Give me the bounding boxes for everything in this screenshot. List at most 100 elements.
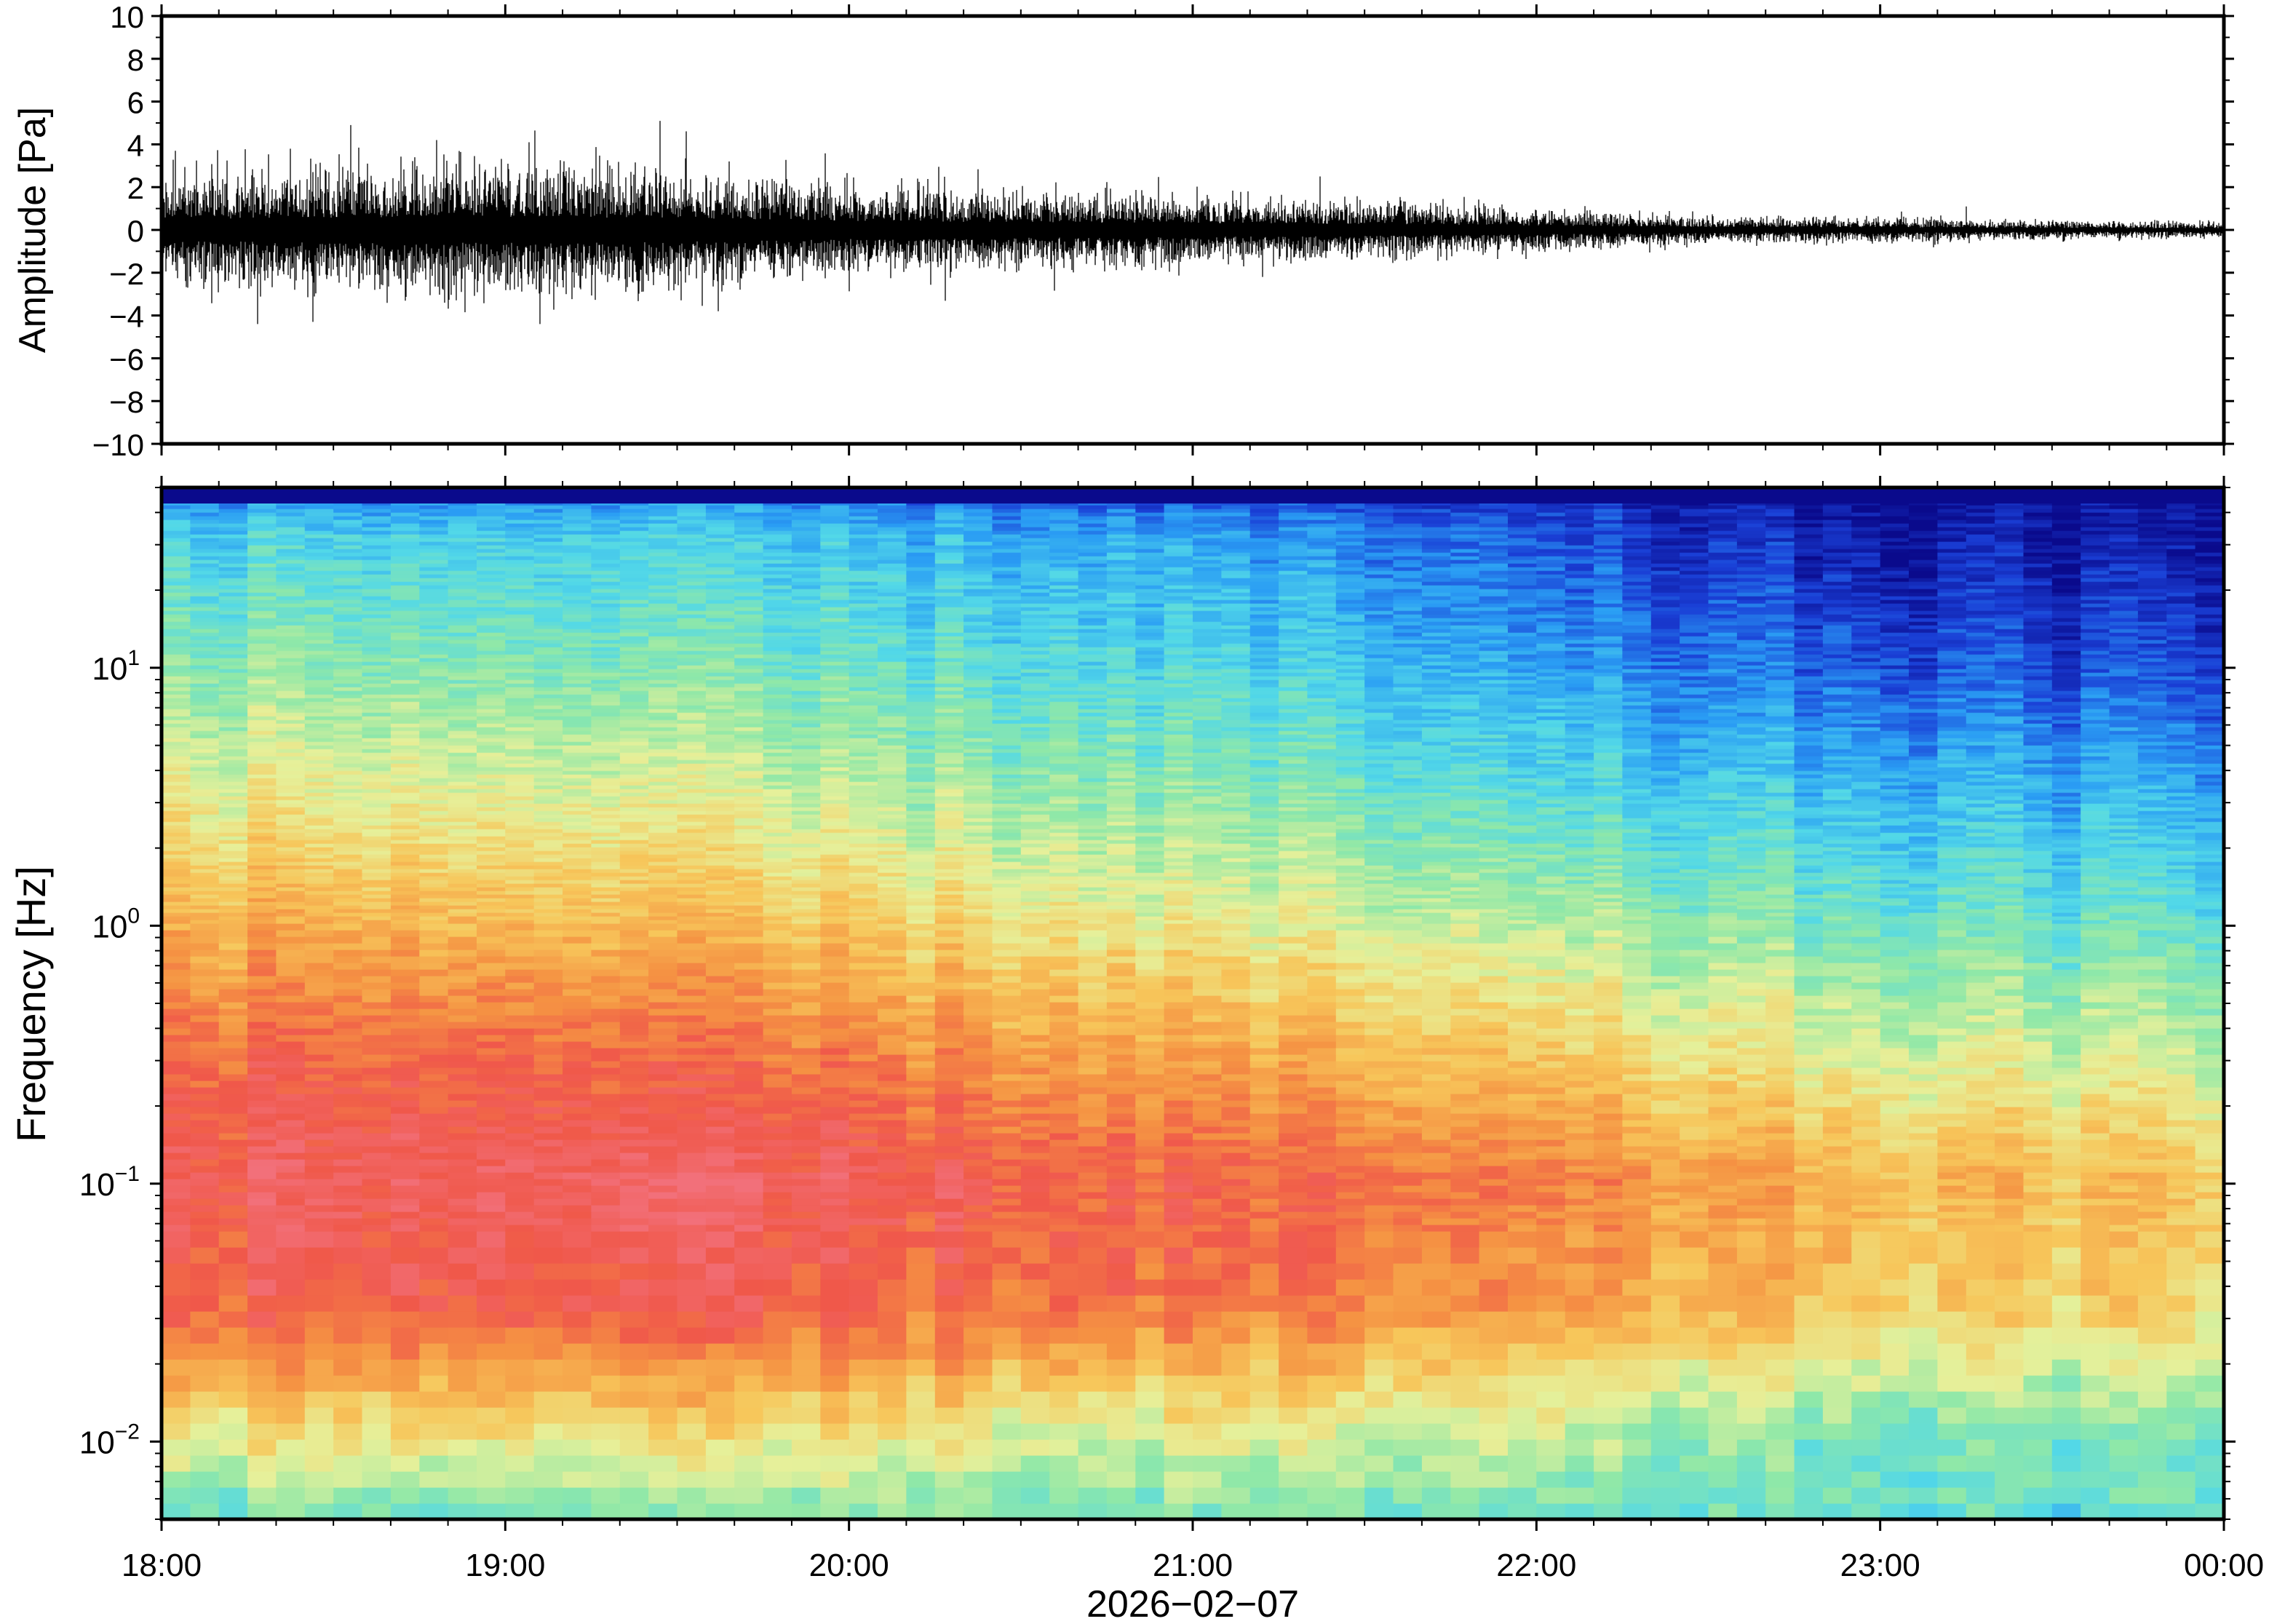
spectrogram-cell [763, 1054, 792, 1062]
spectrogram-cell [849, 1198, 878, 1206]
spectrogram-cell [276, 1359, 306, 1376]
spectrogram-cell [505, 1100, 535, 1107]
spectrogram-cell [820, 887, 850, 891]
spectrogram-cell [533, 523, 563, 528]
spectrogram-cell [390, 661, 420, 666]
spectrogram-cell [648, 570, 678, 575]
spectrogram-cell [304, 1172, 334, 1179]
spectrogram-cell [763, 545, 792, 549]
spectrogram-cell [218, 880, 248, 884]
spectrogram-cell [734, 1439, 764, 1456]
spectrogram-cell [505, 552, 535, 557]
spectrogram-cell [878, 578, 907, 582]
spectrogram-cell [849, 976, 878, 983]
spectrogram-cell [705, 1407, 735, 1424]
spectrogram-cell [247, 861, 277, 866]
spectrogram-cell [563, 1185, 592, 1193]
spectrogram-cell [304, 1471, 334, 1488]
spectrogram-cell [419, 560, 449, 564]
spectrogram-cell [648, 1159, 678, 1166]
spectrogram-cell [390, 552, 420, 557]
spectrogram-cell [677, 920, 707, 924]
spectrogram-cell [677, 541, 707, 546]
spectrogram-cell [648, 930, 678, 937]
spectrogram-cell [190, 778, 220, 782]
spectrogram-cell [362, 647, 392, 651]
spectrogram-cell [533, 509, 563, 513]
spectrogram-cell [677, 1359, 707, 1376]
spectrogram-cell [218, 745, 248, 749]
spectrogram-cell [505, 516, 535, 520]
spectrogram-cell [705, 1471, 735, 1488]
spectrogram-cell [333, 950, 363, 957]
spectrogram-cell [591, 1391, 621, 1408]
spectrogram-cell [563, 989, 592, 996]
spectrogram-cell [304, 861, 334, 866]
spectrogram-cell [362, 741, 392, 746]
spectrogram-cell [705, 1028, 735, 1035]
spectrogram-cell [791, 1455, 821, 1472]
spectrogram-cell [419, 976, 449, 983]
spectrogram-cell [218, 687, 248, 691]
spectrogram-cell [763, 694, 792, 698]
spectrogram-cell [820, 1375, 850, 1392]
spectrogram-cell [276, 1094, 306, 1101]
spectrogram-cell [218, 1172, 248, 1179]
spectrogram-cell [162, 581, 191, 586]
spectrogram-cell [619, 1028, 649, 1035]
spectrogram-cell [448, 1295, 477, 1312]
spectrogram-cell [419, 872, 449, 877]
spectrogram-cell [162, 618, 191, 622]
spectrogram-cell [190, 976, 220, 983]
spectrogram-cell [218, 1113, 248, 1121]
spectrogram-cell [448, 596, 477, 600]
spectrogram-cell [533, 516, 563, 520]
spectrogram-cell [677, 578, 707, 582]
spectrogram-cell [591, 916, 621, 920]
spectrogram-cell [705, 976, 735, 983]
spectrogram-cell [533, 614, 563, 618]
spectrogram-cell [162, 589, 191, 593]
spectrogram-cell [906, 1100, 936, 1107]
spectrogram-cell [591, 665, 621, 669]
spectrogram-cell [619, 858, 649, 862]
spectrogram-cell [791, 549, 821, 553]
spectrogram-cell [533, 891, 563, 895]
spectrogram-cell [362, 1139, 392, 1147]
spectrogram-cell [477, 752, 506, 757]
spectrogram-cell [878, 771, 907, 775]
spectrogram-cell [705, 916, 735, 920]
spectrogram-cell [276, 647, 306, 651]
spectrogram-cell [247, 825, 277, 829]
spectrogram-cell [304, 1218, 334, 1225]
spectrogram-cell [218, 851, 248, 855]
spectrogram-cell [362, 1113, 392, 1121]
spectrogram-cell [448, 1041, 477, 1048]
spectrogram-cell [333, 814, 363, 819]
spectrogram-cell [505, 545, 535, 549]
spectrogram-cell [648, 836, 678, 840]
spectrogram-cell [820, 898, 850, 902]
spectrogram-cell [648, 767, 678, 771]
spectrogram-cell [304, 585, 334, 589]
spectrogram-cell [448, 1407, 477, 1424]
spectrogram-cell [878, 1153, 907, 1160]
spectrogram-cell [705, 969, 735, 976]
spectrogram-cell [906, 1487, 936, 1504]
spectrogram-cell [763, 650, 792, 655]
spectrogram-cell [591, 982, 621, 990]
spectrogram-cell [419, 1094, 449, 1101]
spectrogram-cell [276, 527, 306, 531]
spectrogram-cell [591, 705, 621, 709]
spectrogram-cell [390, 1100, 420, 1107]
spectrogram-cell [648, 530, 678, 535]
spectrogram-cell [734, 1067, 764, 1075]
spectrogram-cell [849, 661, 878, 666]
spectrogram-cell [677, 1113, 707, 1121]
spectrogram-cell [533, 1153, 563, 1160]
spectrogram-cell [390, 818, 420, 822]
spectrogram-cell [276, 716, 306, 720]
spectrogram-cell [247, 643, 277, 648]
spectrogram-cell [362, 727, 392, 731]
spectrogram-cell [218, 1120, 248, 1127]
